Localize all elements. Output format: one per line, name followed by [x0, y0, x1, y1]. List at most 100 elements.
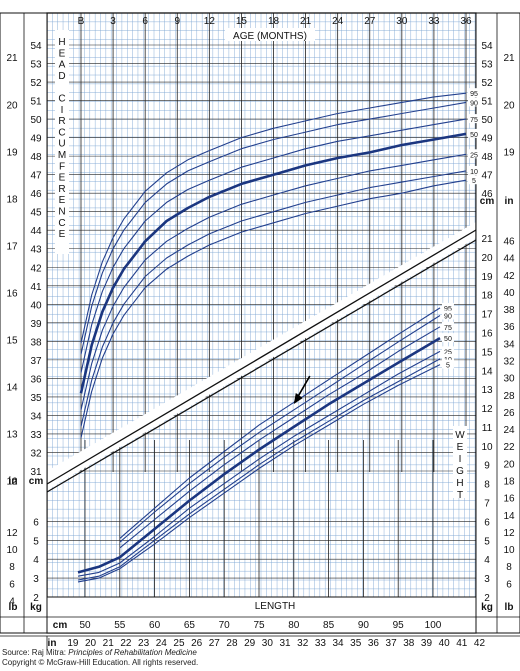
wt-lb-right-tick: 6: [506, 579, 512, 590]
wt-lb-right-tick: 34: [503, 339, 515, 350]
hc-cm-left-tick: 31: [30, 467, 42, 478]
wt-percentile-label: 50: [444, 336, 452, 343]
wt-kg-right-tick: 19: [481, 272, 493, 283]
hc-cm-right-tick: 51: [481, 97, 493, 108]
hc-cm-right-tick: 46: [481, 189, 493, 200]
hc-label-letter: R: [58, 116, 65, 127]
hc-in-right-tick: 20: [503, 100, 515, 111]
hc-label-letter: E: [59, 48, 66, 59]
source-book-title: Principles of Rehabilitation Medicine: [68, 648, 197, 657]
hc-label-bg: [468, 114, 480, 124]
hc-letters-bg: [55, 30, 69, 254]
month-tick-label: 12: [204, 16, 216, 27]
hc-cm-right-tick: 48: [481, 152, 493, 163]
wt-kg-right-tick: 21: [481, 234, 493, 245]
wt-kg-right-tick: 20: [481, 253, 493, 264]
hc-label-letter: F: [59, 161, 65, 172]
weight-letters-bg: [453, 426, 467, 498]
length-in-tick: 34: [333, 638, 345, 649]
length-in-tick: 38: [403, 638, 415, 649]
wt-kg-right-tick: 12: [481, 404, 493, 415]
hc-in-left-tick: 21: [6, 53, 18, 64]
source-prefix: Source: Raj Mitra:: [2, 648, 69, 657]
age-label-bg: [225, 28, 315, 41]
hc-cm-left-tick: 34: [30, 411, 42, 422]
hc-cm-left-tick: 52: [30, 78, 42, 89]
hc-percentile-label: 25: [470, 152, 478, 159]
hc-cm-left-tick: 36: [30, 374, 42, 385]
length-in-tick: 20: [85, 638, 97, 649]
right-axis-panel: [475, 12, 520, 634]
left-axis-panel: [0, 12, 48, 634]
hc-cm-left-tick: 39: [30, 319, 42, 330]
wt-kg-left-tick: 2: [33, 593, 39, 604]
wt-kg-left-tick: 6: [33, 517, 39, 528]
wt-lb-right-tick: 44: [503, 254, 515, 265]
wt-lb-left-tick: 6: [9, 579, 15, 590]
hc-cm-right-tick: 50: [481, 115, 493, 126]
wt-lb-right-tick: 26: [503, 408, 515, 419]
hc-cm-left-tick: 33: [30, 430, 42, 441]
hc-percentile-label: 50: [470, 132, 478, 139]
wt-kg-right-tick: 17: [481, 310, 493, 321]
wt-lb-right-tick: 20: [503, 459, 515, 470]
hc-percentile-label: 75: [470, 117, 478, 124]
divider-band: [47, 222, 476, 490]
length-in-tick: 42: [474, 638, 486, 649]
hc-label-letter: M: [58, 150, 66, 161]
hc-label-letter: C: [58, 94, 65, 105]
hc-label-bg: [468, 88, 480, 98]
wt-label-bg: [441, 310, 454, 320]
wt-lb-right-tick: 8: [506, 562, 512, 573]
wt-label-bg: [441, 353, 454, 363]
month-tick-label: B: [78, 16, 85, 27]
length-in-tick: 25: [173, 638, 185, 649]
hc-cm-right-tick: 52: [481, 78, 493, 89]
length-in-tick: 33: [315, 638, 327, 649]
hc-label-letter: E: [59, 173, 66, 184]
hc-in-left-tick: 17: [6, 241, 18, 252]
copyright-line: Copyright © McGraw-Hill Education. All r…: [2, 658, 199, 667]
hc-cm-left-tick: 53: [30, 60, 42, 71]
hc-curve-p25: [80, 153, 467, 411]
wt-unit-kg-right: kg: [481, 602, 493, 613]
month-tick-label: 30: [396, 16, 408, 27]
length-label-bg: [237, 598, 313, 612]
length-in-tick: 19: [67, 638, 79, 649]
month-tick-label: 27: [364, 16, 376, 27]
hc-label-bg: [468, 175, 480, 185]
length-in-tick: 26: [191, 638, 203, 649]
hc-cm-left-tick: 37: [30, 356, 42, 367]
length-axis-title: LENGTH: [255, 601, 296, 612]
wt-kg-right-tick: 8: [484, 480, 490, 491]
wt-kg-right-tick: 2: [484, 593, 490, 604]
wt-lb-right-tick: 24: [503, 425, 515, 436]
hc-cm-left-tick: 48: [30, 152, 42, 163]
annotation-arrow-head: [293, 393, 303, 405]
wt-curve-p10: [77, 358, 441, 581]
wt-kg-right-tick: 11: [482, 423, 493, 434]
hc-in-right-tick: 19: [503, 147, 515, 158]
hc-label-letter: U: [58, 139, 65, 150]
length-in-tick: 35: [350, 638, 362, 649]
hc-cm-left-tick: 44: [30, 226, 42, 237]
wt-kg-right-tick: 7: [484, 499, 490, 510]
hc-curve-p50: [79, 132, 467, 394]
wt-percentile-label: 5: [446, 363, 450, 370]
hc-label-bg: [468, 165, 480, 175]
source-line: Source: Raj Mitra: Principles of Rehabil…: [2, 648, 518, 658]
wt-lb-right-tick: 28: [503, 391, 515, 402]
hc-cm-left-tick: 50: [30, 115, 42, 126]
length-cm-tick: 55: [114, 620, 126, 631]
wt-lb-right-tick: 32: [503, 357, 515, 368]
source-footer: Source: Raj Mitra: Principles of Rehabil…: [2, 648, 518, 668]
hc-cm-left-tick: 41: [30, 282, 42, 293]
month-tick-label: 24: [332, 16, 344, 27]
hc-label-letter: I: [61, 105, 64, 116]
month-tick-label: 3: [110, 16, 116, 27]
hc-cm-left-tick: 47: [30, 171, 42, 182]
wt-kg-right-tick: 4: [484, 555, 490, 566]
hc-unit-cm-right: cm: [480, 196, 495, 207]
hc-cm-right-tick: 47: [481, 171, 493, 182]
